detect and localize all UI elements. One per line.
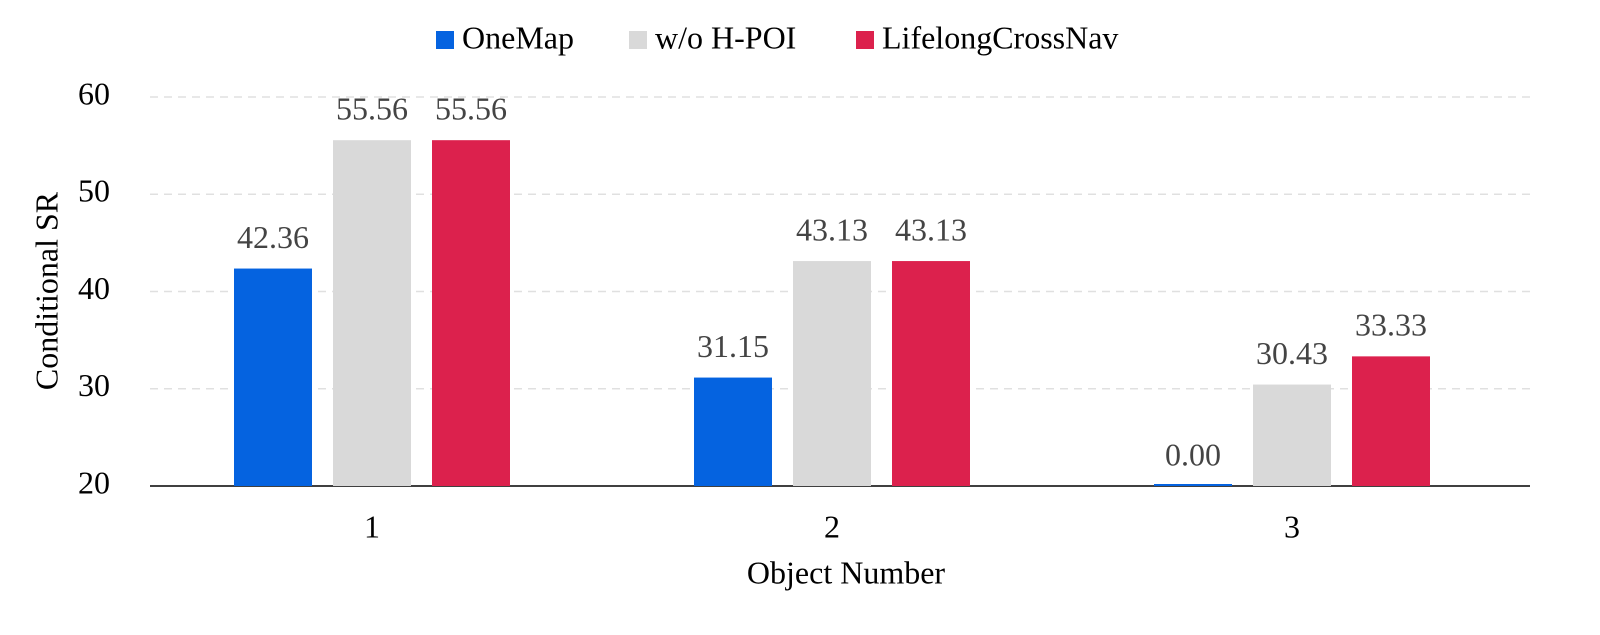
- value-label: 55.56: [435, 91, 507, 127]
- x-tick-label: 1: [364, 508, 380, 544]
- bar: [234, 268, 312, 486]
- y-tick-label: 30: [78, 367, 110, 403]
- value-label: 43.13: [796, 211, 868, 247]
- value-label: 43.13: [895, 211, 967, 247]
- y-tick-label: 50: [78, 173, 110, 209]
- bar: [1352, 356, 1430, 486]
- legend-label: OneMap: [462, 19, 574, 55]
- bar: [1253, 384, 1331, 486]
- y-axis-label: Conditional SR: [28, 191, 64, 390]
- legend-swatch: [436, 31, 454, 49]
- value-label: 31.15: [697, 328, 769, 364]
- legend-swatch: [856, 31, 874, 49]
- y-tick-label: 20: [78, 464, 110, 500]
- legend-label: w/o H-POI: [655, 19, 796, 55]
- bar: [432, 140, 510, 486]
- legend-swatch: [629, 31, 647, 49]
- legend-label: LifelongCrossNav: [882, 19, 1118, 55]
- value-label: 55.56: [336, 91, 408, 127]
- x-axis-label: Object Number: [747, 554, 946, 590]
- bar: [694, 377, 772, 486]
- x-tick-label: 2: [824, 508, 840, 544]
- value-label: 42.36: [237, 219, 309, 255]
- bar: [333, 140, 411, 486]
- x-tick-label: 3: [1284, 508, 1300, 544]
- bar: [1154, 484, 1232, 486]
- y-tick-label: 60: [78, 75, 110, 111]
- bar: [892, 261, 970, 486]
- value-label: 30.43: [1256, 335, 1328, 371]
- bar: [793, 261, 871, 486]
- value-label: 0.00: [1165, 436, 1221, 472]
- value-label: 33.33: [1355, 307, 1427, 343]
- y-tick-label: 40: [78, 270, 110, 306]
